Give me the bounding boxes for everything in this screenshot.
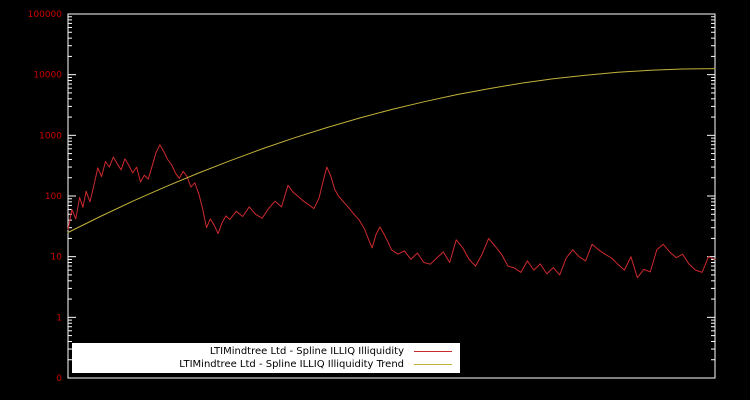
svg-text:1: 1 xyxy=(56,313,62,323)
svg-text:1000: 1000 xyxy=(39,131,62,141)
legend-label-illiquidity: LTIMindtree Ltd - Spline ILLIQ Illiquidi… xyxy=(209,346,404,357)
svg-text:10: 10 xyxy=(51,253,63,263)
svg-text:100: 100 xyxy=(45,192,62,202)
svg-text:0: 0 xyxy=(56,374,62,384)
legend: LTIMindtree Ltd - Spline ILLIQ Illiquidi… xyxy=(72,343,460,373)
legend-line-sample-trend xyxy=(414,364,452,365)
legend-line-sample-illiquidity xyxy=(414,351,452,352)
legend-item-trend: LTIMindtree Ltd - Spline ILLIQ Illiquidi… xyxy=(78,358,454,371)
svg-text:10000: 10000 xyxy=(33,71,62,81)
svg-text:100000: 100000 xyxy=(28,10,63,20)
legend-item-illiquidity: LTIMindtree Ltd - Spline ILLIQ Illiquidi… xyxy=(78,345,454,358)
legend-label-trend: LTIMindtree Ltd - Spline ILLIQ Illiquidi… xyxy=(179,359,404,370)
